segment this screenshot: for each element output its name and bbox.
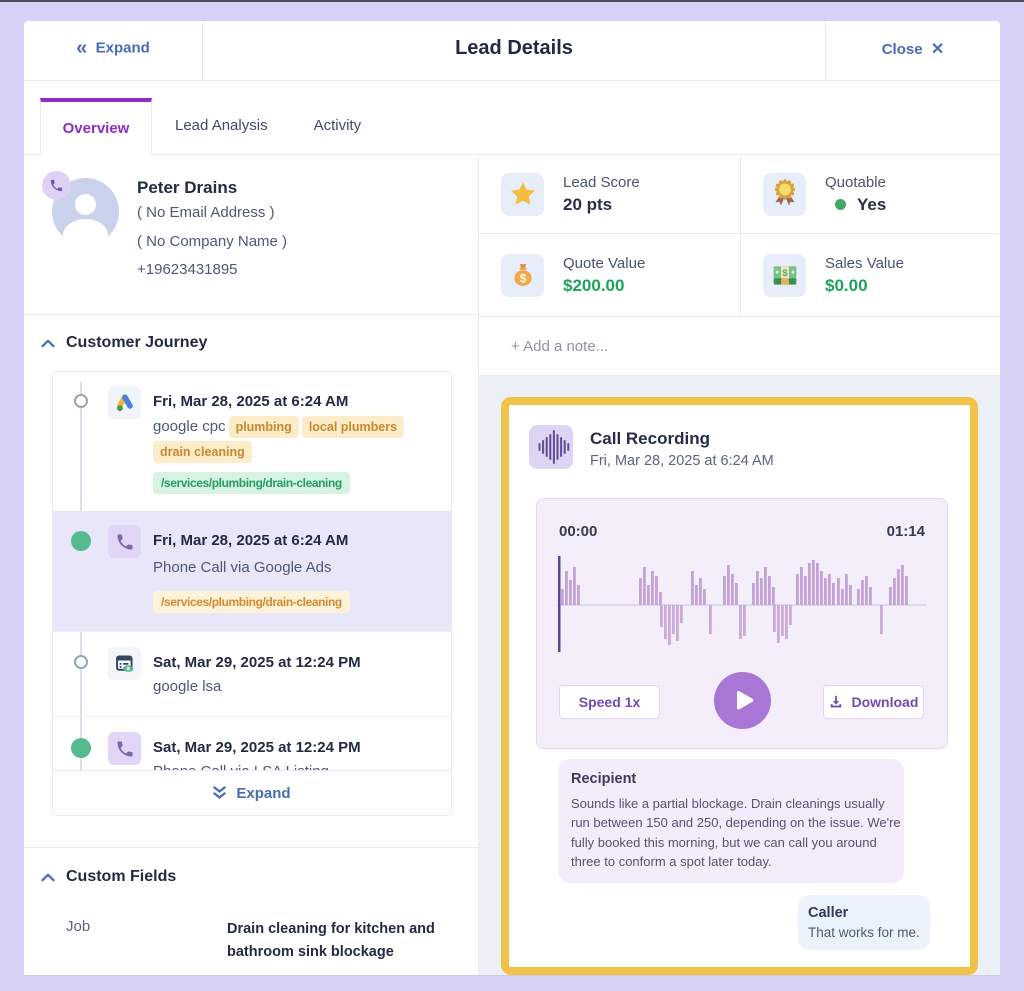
svg-text:$: $ (782, 268, 788, 279)
svg-text:$: $ (519, 271, 526, 285)
